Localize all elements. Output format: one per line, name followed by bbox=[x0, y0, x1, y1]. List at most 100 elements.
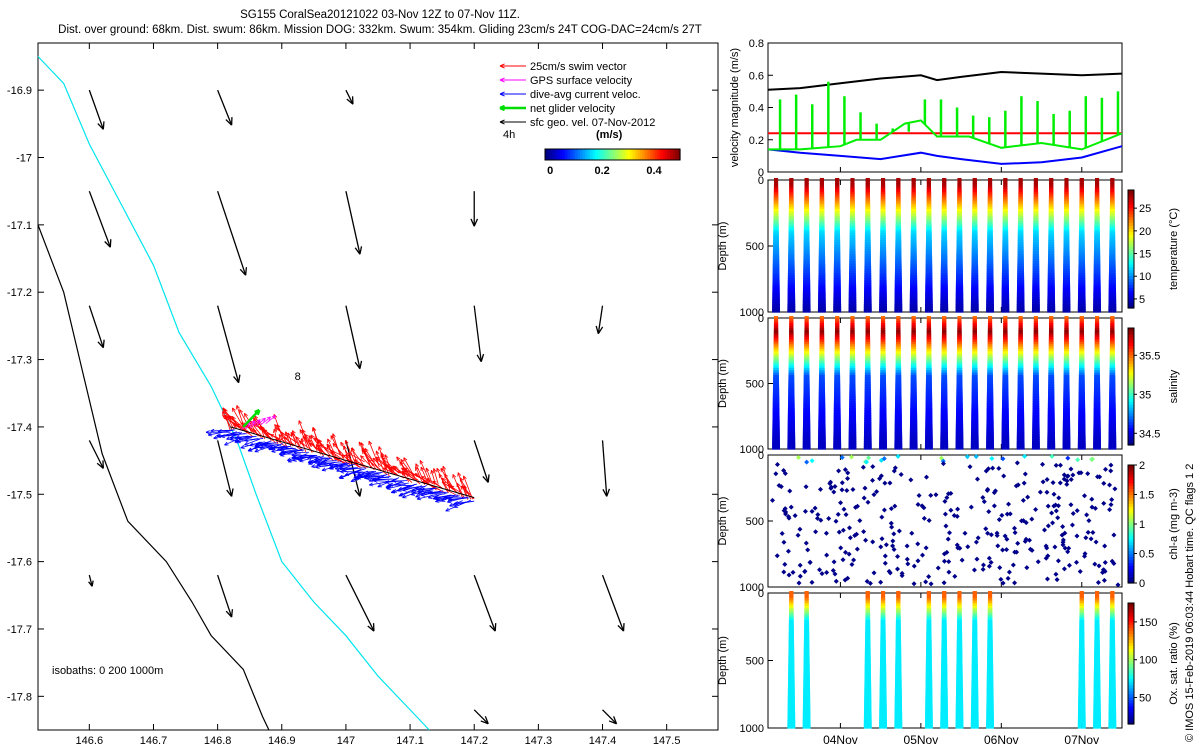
profile bbox=[955, 316, 964, 450]
profile-sample bbox=[867, 415, 872, 420]
profile-sample bbox=[942, 320, 947, 325]
profile-sample bbox=[879, 275, 884, 280]
profile-sample bbox=[1033, 180, 1038, 185]
profile-sample bbox=[805, 223, 810, 228]
profile-sample bbox=[818, 284, 823, 289]
profile-sample bbox=[988, 182, 993, 187]
profile-sample bbox=[971, 254, 976, 259]
dive-avg-current-vector bbox=[205, 430, 231, 435]
profile-sample bbox=[1002, 256, 1007, 261]
profile-sample bbox=[928, 415, 933, 420]
profile-sample bbox=[927, 242, 932, 247]
profile-sample bbox=[957, 192, 962, 197]
profile-sample bbox=[896, 351, 901, 356]
profile-sample bbox=[974, 284, 979, 289]
profile-sample bbox=[927, 344, 932, 349]
profile-sample bbox=[850, 189, 855, 194]
profile-sample bbox=[821, 403, 826, 408]
profile-sample bbox=[1020, 301, 1025, 306]
profile-sample bbox=[849, 258, 854, 263]
profile-sample bbox=[849, 249, 854, 254]
profile-sample bbox=[1064, 178, 1069, 182]
profile-sample bbox=[928, 273, 933, 278]
profile-sample bbox=[974, 422, 979, 427]
profile-sample bbox=[835, 192, 840, 197]
profile-sample bbox=[1004, 256, 1009, 261]
profile-sample bbox=[1080, 206, 1085, 211]
profile-sample bbox=[958, 396, 963, 401]
profile-sample bbox=[943, 265, 948, 270]
profile-sample bbox=[851, 218, 856, 223]
profile-sample bbox=[851, 360, 856, 365]
profile-sample bbox=[974, 398, 979, 403]
dive-avg-current-vector bbox=[293, 450, 309, 455]
profile-sample bbox=[1063, 249, 1068, 254]
profile-sample bbox=[790, 235, 795, 240]
profile-sample bbox=[787, 407, 792, 412]
map-ytick-label: -17.7 bbox=[7, 624, 32, 636]
profile-sample bbox=[867, 284, 872, 289]
profile-sample bbox=[1050, 246, 1055, 251]
profile-sample bbox=[835, 218, 840, 223]
profile-sample bbox=[943, 296, 948, 301]
profile-sample bbox=[821, 277, 826, 282]
profile-sample bbox=[1109, 254, 1114, 259]
profile-sample bbox=[774, 208, 779, 213]
profile-sample bbox=[866, 232, 871, 237]
profile-sample bbox=[959, 419, 964, 424]
profile-sample bbox=[910, 384, 915, 389]
profile-sample bbox=[1032, 258, 1037, 263]
profile-sample bbox=[836, 422, 841, 427]
panel-ytick-label: 500 bbox=[746, 241, 764, 253]
profile-sample bbox=[970, 301, 975, 306]
profile-sample bbox=[881, 239, 886, 244]
profile-sample bbox=[1066, 284, 1071, 289]
profile-sample bbox=[928, 261, 933, 266]
profile-sample bbox=[974, 265, 979, 270]
profile-sample bbox=[836, 405, 841, 410]
profile-sample bbox=[787, 277, 792, 282]
profile-sample bbox=[1034, 237, 1039, 242]
profile-sample bbox=[879, 306, 884, 311]
profile-sample bbox=[805, 225, 810, 230]
profile-sample bbox=[986, 386, 991, 391]
profile-sample bbox=[971, 258, 976, 263]
profile-sample bbox=[867, 412, 872, 417]
profile-sample bbox=[897, 249, 902, 254]
profile-sample bbox=[806, 282, 811, 287]
profile-sample bbox=[772, 273, 777, 278]
profile-sample bbox=[925, 263, 930, 268]
profile-sample bbox=[864, 282, 869, 287]
colorbar-cell bbox=[1128, 231, 1134, 235]
profile-sample bbox=[928, 301, 933, 306]
map-xtick-label: 147 bbox=[337, 735, 355, 747]
profile-sample bbox=[1019, 251, 1024, 256]
profile-sample bbox=[972, 323, 977, 328]
colorbar-cell bbox=[1128, 374, 1134, 379]
profile-sample bbox=[957, 206, 962, 211]
profile-sample bbox=[1080, 199, 1085, 204]
profile-sample bbox=[1031, 308, 1036, 313]
profile-sample bbox=[806, 284, 811, 289]
profile-sample bbox=[1064, 204, 1069, 209]
profile-sample bbox=[864, 289, 869, 294]
profile-sample bbox=[925, 284, 930, 289]
profile-sample bbox=[927, 337, 932, 342]
profile-sample bbox=[1048, 244, 1053, 249]
profile-sample bbox=[1035, 280, 1040, 285]
profile-sample bbox=[895, 258, 900, 263]
profile-sample bbox=[866, 377, 871, 382]
profile-sample bbox=[913, 422, 918, 427]
profile-sample bbox=[913, 429, 918, 434]
colorbar-cell bbox=[1128, 207, 1134, 212]
profile-sample bbox=[1093, 308, 1098, 313]
profile-sample bbox=[833, 440, 838, 445]
profile-sample bbox=[988, 208, 993, 213]
colorbar-cell bbox=[1128, 225, 1134, 229]
profile-sample bbox=[1032, 294, 1037, 299]
profile-sample bbox=[803, 256, 808, 261]
profile-sample bbox=[1034, 216, 1039, 221]
profile-sample bbox=[805, 256, 810, 261]
profile-sample bbox=[834, 249, 839, 254]
